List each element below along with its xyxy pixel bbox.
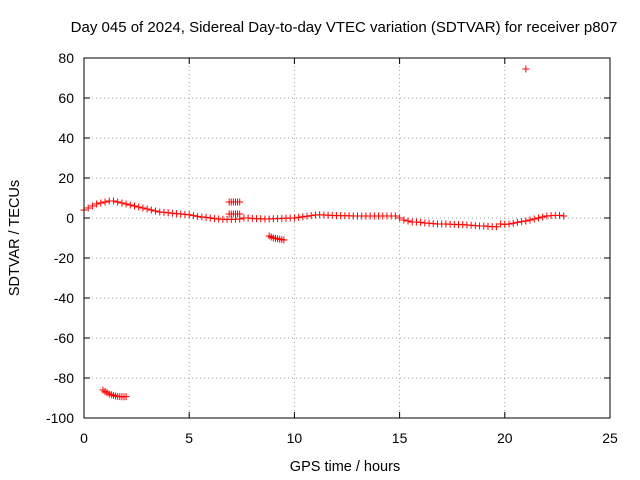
data-point xyxy=(299,213,307,221)
data-point xyxy=(509,219,517,227)
x-tick-labels: 0 5 10 15 20 25 xyxy=(80,430,618,446)
chart-title: Day 045 of 2024, Sidereal Day-to-day VTE… xyxy=(71,19,618,36)
data-point xyxy=(135,203,143,211)
x-axis-label: GPS time / hours xyxy=(290,459,400,475)
data-point xyxy=(93,200,101,208)
data-points xyxy=(80,65,568,401)
axis-ticks xyxy=(83,57,611,419)
data-point xyxy=(118,199,126,207)
y-axis-label: SDTVAR / TECUs xyxy=(7,180,23,296)
data-point xyxy=(189,212,197,220)
data-point xyxy=(295,213,303,221)
data-point xyxy=(185,211,193,219)
data-point xyxy=(122,393,130,401)
data-point xyxy=(556,211,564,219)
data-point xyxy=(391,212,399,220)
x-tick-label: 0 xyxy=(80,430,88,446)
y-tick-label: 20 xyxy=(58,170,74,186)
data-point xyxy=(396,214,404,222)
y-tick-label: 60 xyxy=(58,90,74,106)
data-point xyxy=(280,236,288,244)
data-point xyxy=(404,217,412,225)
data-point xyxy=(206,214,214,222)
data-point xyxy=(143,205,151,213)
y-tick-label: 80 xyxy=(58,50,74,66)
data-point xyxy=(101,198,109,206)
data-point xyxy=(417,218,425,226)
data-point xyxy=(236,210,244,218)
data-point xyxy=(236,198,244,206)
data-point xyxy=(492,223,500,231)
grid-lines xyxy=(84,58,610,418)
data-point xyxy=(88,202,96,210)
data-point xyxy=(560,212,568,220)
data-point xyxy=(307,212,315,220)
data-point xyxy=(84,204,92,212)
data-point xyxy=(522,65,530,73)
y-tick-label: 0 xyxy=(66,210,74,226)
y-tick-label: 40 xyxy=(58,130,74,146)
data-point xyxy=(126,201,134,209)
data-point xyxy=(109,197,117,205)
data-point xyxy=(290,214,298,222)
data-point xyxy=(518,218,526,226)
data-point xyxy=(400,216,408,224)
data-point xyxy=(522,217,530,225)
y-tick-label: -40 xyxy=(54,290,74,306)
data-point xyxy=(534,214,542,222)
data-point xyxy=(152,207,160,215)
data-point xyxy=(202,213,210,221)
y-tick-label: -20 xyxy=(54,250,74,266)
x-tick-label: 10 xyxy=(287,430,303,446)
y-tick-label: -60 xyxy=(54,330,74,346)
plot-frame xyxy=(83,57,611,419)
data-point xyxy=(303,212,311,220)
data-point xyxy=(530,215,538,223)
y-tick-label: -80 xyxy=(54,370,74,386)
data-point xyxy=(130,202,138,210)
y-tick-labels: -100 -80 -60 -40 -20 0 20 40 60 80 xyxy=(46,50,74,426)
x-tick-label: 15 xyxy=(392,430,408,446)
data-point xyxy=(122,200,130,208)
data-point xyxy=(539,213,547,221)
data-point xyxy=(513,218,521,226)
data-point xyxy=(97,199,105,207)
x-tick-label: 5 xyxy=(185,430,193,446)
data-point xyxy=(194,212,202,220)
data-point xyxy=(147,206,155,214)
data-point xyxy=(505,220,513,228)
data-point xyxy=(139,204,147,212)
y-tick-label: -100 xyxy=(46,410,74,426)
data-point xyxy=(114,198,122,206)
data-point xyxy=(526,216,534,224)
x-tick-label: 25 xyxy=(602,430,618,446)
x-tick-label: 20 xyxy=(497,430,513,446)
